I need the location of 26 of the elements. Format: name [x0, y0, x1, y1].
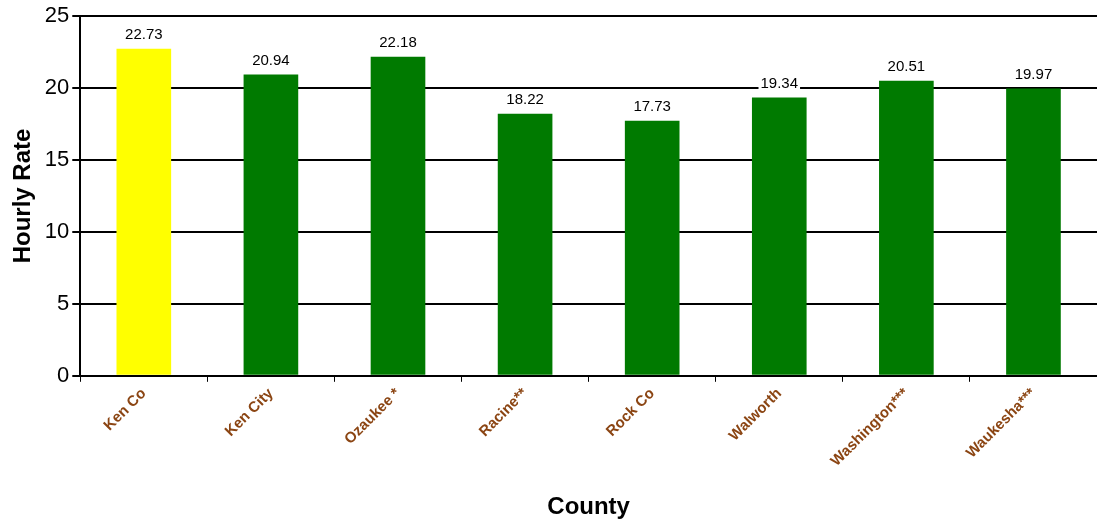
bar [497, 113, 553, 375]
bar [751, 97, 807, 375]
data-label: 17.73 [633, 97, 671, 115]
x-tick-label: Ken Co [99, 384, 149, 434]
data-label: 19.34 [760, 74, 799, 92]
y-tick-label: 5 [57, 289, 70, 315]
x-axis-title: County [547, 492, 631, 520]
y-tick-label: 25 [44, 2, 70, 28]
bar [370, 56, 426, 375]
bar [624, 120, 680, 375]
data-label: 20.51 [887, 57, 926, 75]
data-label: 22.73 [125, 25, 163, 43]
bar [1006, 88, 1061, 375]
bar [243, 74, 299, 375]
y-tick-label: 10 [44, 218, 70, 244]
data-label: 19.97 [1014, 65, 1053, 83]
x-tick-label: Ken City [220, 383, 277, 440]
data-label: 18.22 [506, 90, 544, 108]
y-tick-label: 0 [57, 361, 70, 387]
y-tick-label: 15 [44, 146, 70, 172]
bar [116, 48, 172, 375]
data-label: 22.18 [379, 33, 417, 51]
data-label: 20.94 [252, 51, 290, 69]
y-axis-title: Hourly Rate [8, 128, 36, 264]
bar [879, 80, 934, 375]
y-tick-label: 20 [44, 74, 70, 100]
